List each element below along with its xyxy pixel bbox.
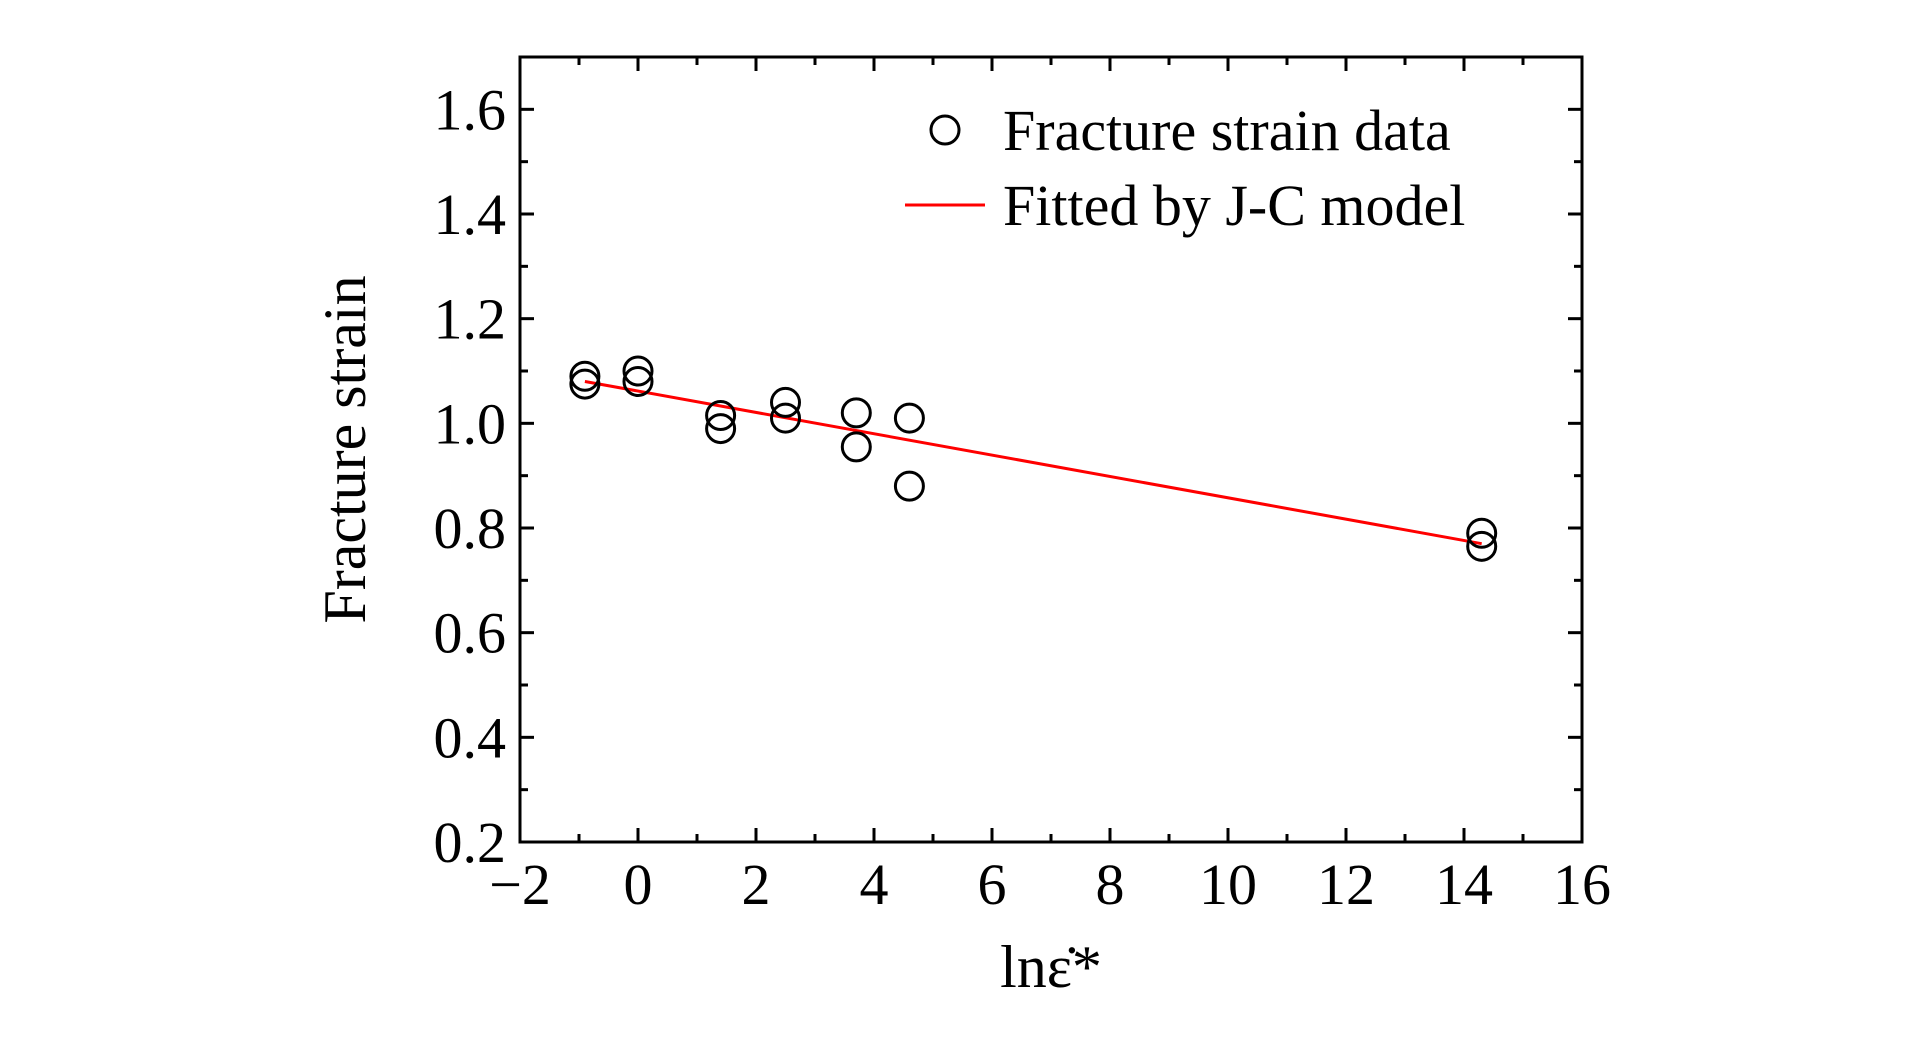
legend-marker-scatter: [929, 114, 961, 146]
x-axis-title: lnε̇*: [1000, 934, 1102, 1000]
data-point: [770, 402, 801, 434]
x-tick-label: 16: [1553, 852, 1611, 917]
y-tick-label: 1.2: [434, 287, 507, 352]
x-tick-label: 14: [1435, 852, 1493, 917]
y-tick-label: 0.2: [434, 810, 507, 875]
data-point: [622, 365, 654, 397]
y-tick-label: 0.4: [434, 705, 507, 770]
data-point: [705, 413, 737, 445]
x-tick-label: 6: [978, 852, 1007, 917]
y-tick-label: 0.8: [434, 496, 507, 561]
data-point: [569, 368, 601, 400]
legend: Fracture strain data Fitted by J-C model: [905, 98, 1465, 238]
x-tick-label: 4: [860, 852, 889, 917]
fit-line-layer: [584, 379, 1482, 546]
y-tick-label: 1.4: [434, 182, 507, 247]
x-tick-label: −2: [489, 852, 551, 917]
y-tick-label: 1.6: [434, 77, 507, 142]
data-point: [622, 355, 654, 387]
data-point: [1466, 530, 1498, 562]
x-tick-label: 8: [1096, 852, 1125, 917]
legend-label-line: Fitted by J-C model: [1003, 173, 1465, 238]
data-point: [840, 397, 872, 429]
data-point: [1466, 517, 1498, 549]
data-point: [840, 431, 872, 463]
x-tick-label: 0: [624, 852, 653, 917]
y-axis-title: Fracture strain: [312, 275, 378, 623]
data-point: [770, 386, 801, 418]
data-point: [569, 360, 601, 392]
y-tick-label: 0.6: [434, 601, 507, 666]
x-tick-label: 10: [1199, 852, 1257, 917]
x-tick-label: 2: [742, 852, 771, 917]
data-points-layer: [569, 355, 1498, 562]
data-point: [705, 399, 737, 431]
ticks-layer: −2 0 2 4 6 8 10 12 14 16 0.2 0.4 0.6 0.8 1.0 1.2 1.4 1.6: [434, 57, 1611, 917]
legend-label-scatter: Fracture strain data: [1003, 98, 1451, 163]
data-point: [893, 470, 925, 502]
fit-line: [584, 379, 1482, 546]
data-point: [893, 402, 925, 434]
x-tick-label: 12: [1317, 852, 1375, 917]
plot-frame: [518, 55, 1584, 844]
y-tick-label: 1.0: [434, 391, 507, 456]
